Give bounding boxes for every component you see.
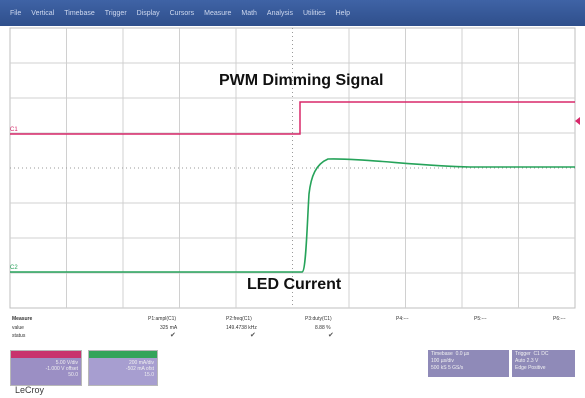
timebase-scale: 100 µs/div — [431, 358, 454, 364]
measure-param-1[interactable]: P1:ampl(C1) — [148, 316, 177, 322]
menu-vertical[interactable]: Vertical — [31, 9, 55, 17]
menu-file[interactable]: File — [10, 9, 22, 17]
channel-2-scale: 200 mA/div — [128, 360, 154, 366]
measure-row-status: status ✔ ✔ ✔ — [0, 332, 585, 342]
graticule-grid — [10, 28, 575, 308]
measure-row-values: value 325 mA 149.4738 kHz 8.88 % — [0, 325, 585, 334]
menu-display[interactable]: Display — [136, 9, 160, 17]
value-label: value — [12, 325, 24, 331]
pwm-trace — [10, 101, 575, 135]
menu-analysis[interactable]: Analysis — [266, 9, 293, 17]
measure-param-4[interactable]: P4:--- — [396, 316, 409, 322]
status-label: status — [12, 333, 26, 339]
measure-value-1: 325 mA — [160, 325, 178, 331]
channel-2-descriptor[interactable]: 200 mA/div -502 mA ofst 15.0 — [88, 350, 158, 386]
waveform-display[interactable]: C1 C2 — [0, 26, 585, 310]
menu-utilities[interactable]: Utilities — [303, 9, 326, 17]
measure-param-5[interactable]: P5:--- — [474, 316, 487, 322]
channel-2-settings: 200 mA/div -502 mA ofst 15.0 — [89, 358, 157, 385]
measure-label: Measure — [12, 316, 33, 322]
trigger-title: Trigger C1 DC — [515, 351, 549, 357]
graticule-center-axes — [10, 28, 575, 308]
trigger-mode: Auto 2.3 V — [515, 358, 539, 364]
led-annotation: LED Current — [247, 276, 342, 293]
channel-1-offset: -1.000 V offset — [45, 366, 78, 372]
menu-math[interactable]: Math — [241, 9, 257, 17]
channel-1-descriptor[interactable]: 5.00 V/div -1.000 V offset 50.0 — [10, 350, 82, 386]
status-check-icon: ✔ — [170, 332, 176, 339]
timebase-title: Timebase 0.0 µs — [431, 351, 470, 357]
timebase-rate: 500 kS 5 GS/s — [431, 365, 464, 371]
timebase-descriptor[interactable]: Timebase 0.0 µs 100 µs/div 500 kS 5 GS/s — [428, 350, 509, 377]
measure-param-6[interactable]: P6:--- — [553, 316, 566, 322]
channel-2-offset: -502 mA ofst — [125, 366, 154, 372]
menu-cursors[interactable]: Cursors — [169, 9, 195, 17]
ch2-marker: C2 — [10, 265, 18, 271]
measure-param-3[interactable]: P3:duty(C1) — [305, 316, 332, 322]
menu-measure[interactable]: Measure — [204, 9, 232, 17]
channel-1-settings: 5.00 V/div -1.000 V offset 50.0 — [11, 358, 81, 385]
channel-1-scale: 5.00 V/div — [55, 360, 78, 366]
pwm-level-marker — [575, 117, 580, 125]
menu-timebase[interactable]: Timebase — [64, 9, 95, 17]
menu-bar: File Vertical Timebase Trigger Display C… — [0, 0, 585, 26]
menu-help[interactable]: Help — [335, 9, 350, 17]
measure-value-3: 8.88 % — [315, 325, 331, 331]
brand-logo: LeCroy — [15, 385, 45, 395]
trigger-descriptor[interactable]: Trigger C1 DC Auto 2.3 V Edge Positive — [512, 350, 575, 377]
menu-trigger[interactable]: Trigger — [104, 9, 127, 17]
status-check-icon: ✔ — [250, 332, 256, 339]
channel-1-header — [11, 351, 81, 358]
measure-value-2: 149.4738 kHz — [226, 325, 257, 331]
pwm-annotation: PWM Dimming Signal — [219, 72, 384, 89]
channel-2-header — [89, 351, 157, 358]
channel-2-extra: 15.0 — [144, 372, 154, 378]
led-current-trace — [10, 158, 575, 273]
trigger-type: Edge Positive — [515, 365, 546, 371]
measurement-table: Measure P1:ampl(C1) P2:freq(C1) P3:duty(… — [0, 312, 585, 346]
ch1-marker: C1 — [10, 127, 18, 133]
status-check-icon: ✔ — [328, 332, 334, 339]
measure-row-params: Measure P1:ampl(C1) P2:freq(C1) P3:duty(… — [0, 316, 585, 325]
waveform-svg — [9, 27, 580, 309]
measure-param-2[interactable]: P2:freq(C1) — [226, 316, 252, 322]
channel-1-extra: 50.0 — [68, 372, 78, 378]
